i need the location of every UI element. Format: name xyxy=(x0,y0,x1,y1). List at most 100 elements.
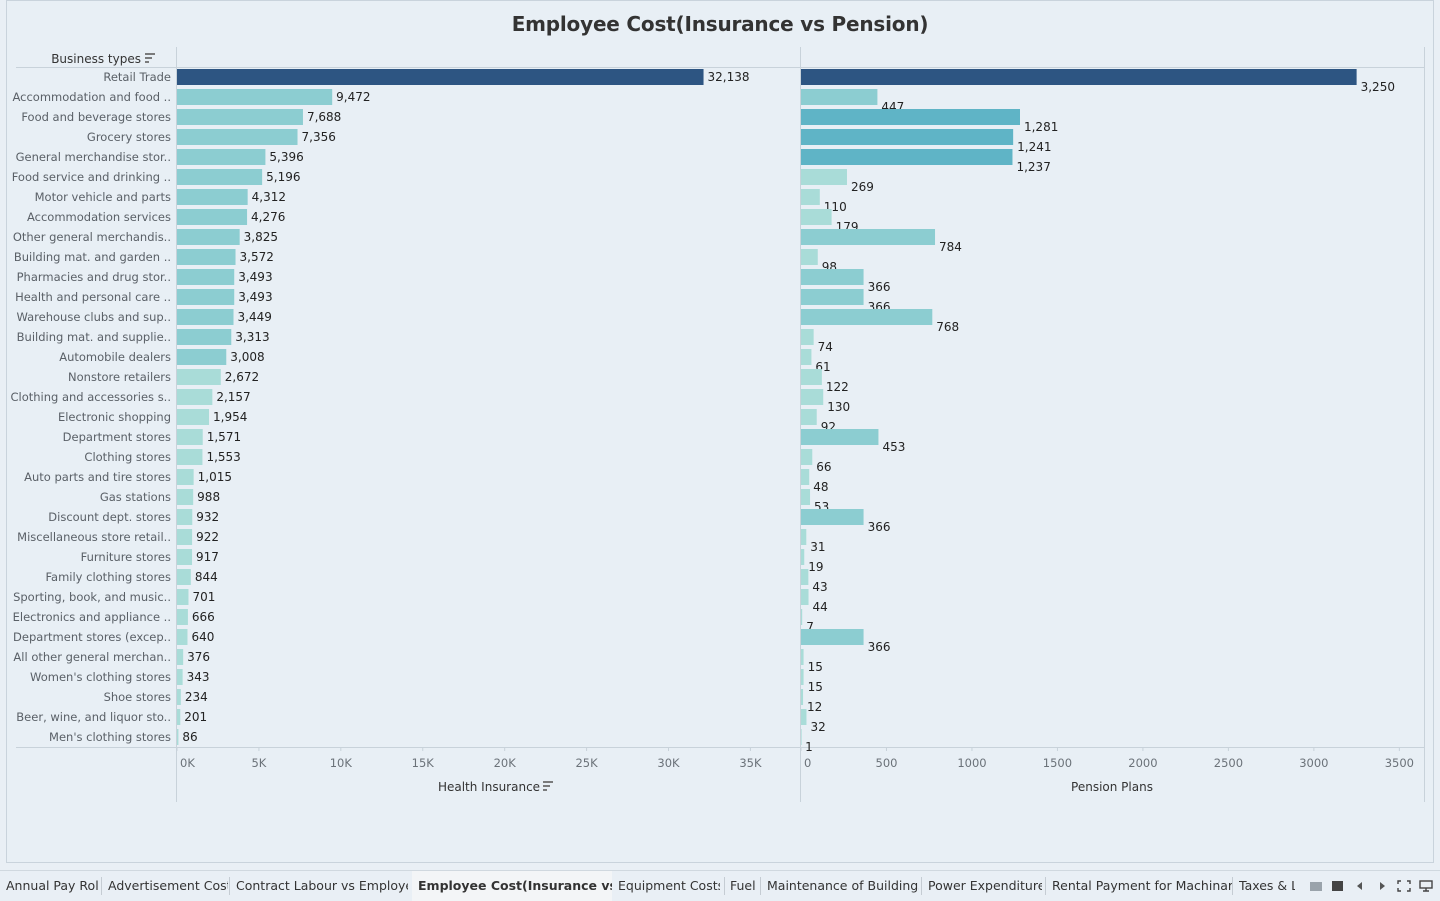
pension-plan-value-label: 122 xyxy=(826,380,849,394)
health-insurance-value-label: 988 xyxy=(197,490,220,504)
category-label: Furniture stores xyxy=(81,550,171,564)
pension-plan-value-label: 453 xyxy=(882,440,905,454)
health-insurance-value-label: 343 xyxy=(187,670,210,684)
tab-rental-payment[interactable]: Rental Payment for Machinary xyxy=(1052,878,1232,893)
health-insurance-bar xyxy=(177,409,210,425)
category-label: Gas stations xyxy=(100,490,171,504)
health-insurance-value-label: 701 xyxy=(192,590,215,604)
tab-equipment-costs[interactable]: Equipment Costs xyxy=(618,878,720,893)
presentation-icon[interactable] xyxy=(1419,880,1433,892)
pension-plan-bar xyxy=(801,169,847,185)
health-insurance-value-label: 1,954 xyxy=(213,410,247,424)
row-header-label: Business types xyxy=(51,52,141,66)
health-insurance-bar xyxy=(177,309,234,325)
tab-contract-labour[interactable]: Contract Labour vs Employee xyxy=(236,878,408,893)
health-insurance-bar xyxy=(177,109,303,125)
tab-annual-pay-roll[interactable]: Annual Pay Roll xyxy=(6,878,98,893)
health-insurance-value-label: 4,312 xyxy=(252,190,286,204)
pension-plan-bar xyxy=(801,409,817,425)
category-label: Accommodation and food .. xyxy=(13,90,172,104)
category-label: Clothing and accessories s.. xyxy=(10,390,171,404)
health-insurance-axis-tick-label: 20K xyxy=(494,756,517,770)
health-insurance-bar xyxy=(177,529,193,545)
health-insurance-bar xyxy=(177,569,191,585)
tab-employee-cost[interactable]: Employee Cost(Insurance vs p... xyxy=(412,871,612,901)
health-insurance-value-label: 3,449 xyxy=(238,310,272,324)
health-insurance-value-label: 3,493 xyxy=(238,290,272,304)
category-label: Pharmacies and drug stor.. xyxy=(17,270,171,284)
health-insurance-bar xyxy=(177,689,181,705)
pension-plan-bar xyxy=(801,109,1020,125)
pension-plan-bar xyxy=(801,689,804,705)
category-label: Family clothing stores xyxy=(45,570,171,584)
health-insurance-bar xyxy=(177,169,263,185)
category-label: Department stores xyxy=(63,430,171,444)
pension-plan-bar xyxy=(801,729,802,745)
pension-plan-bar xyxy=(801,349,812,365)
pension-plan-value-label: 3,250 xyxy=(1361,80,1395,94)
health-insurance-bar xyxy=(177,269,235,285)
pension-plan-value-label: 366 xyxy=(868,520,891,534)
pension-plans-axis-tick-label: 1000 xyxy=(957,756,986,770)
tab-maintenance[interactable]: Maintenance of Buildings xyxy=(767,878,919,893)
health-insurance-value-label: 4,276 xyxy=(251,210,285,224)
health-insurance-value-label: 5,196 xyxy=(266,170,300,184)
prev-sheet-icon[interactable] xyxy=(1355,881,1365,891)
pension-plan-bar xyxy=(801,329,814,345)
pension-plan-value-label: 269 xyxy=(851,180,874,194)
pension-plan-bar xyxy=(801,609,803,625)
pension-plan-bar xyxy=(801,269,864,285)
tab-taxes[interactable]: Taxes & Li xyxy=(1239,878,1295,893)
health-insurance-bar xyxy=(177,669,183,685)
health-insurance-bar xyxy=(177,229,240,245)
next-sheet-icon[interactable] xyxy=(1377,881,1387,891)
health-insurance-bar xyxy=(177,389,213,405)
health-insurance-axis-tick-label: 30K xyxy=(657,756,680,770)
pension-plan-value-label: 74 xyxy=(818,340,833,354)
chart: Business types Retail Trade 32,138 3,250 Acc… xyxy=(10,47,1425,802)
category-label: Electronic shopping xyxy=(58,410,171,424)
health-insurance-axis-tick-label: 0K xyxy=(180,756,195,770)
grid-view-icon[interactable] xyxy=(1309,880,1323,892)
pension-plan-bar xyxy=(801,709,807,725)
health-insurance-value-label: 376 xyxy=(187,650,210,664)
health-insurance-value-label: 201 xyxy=(184,710,207,724)
pension-plan-bar xyxy=(801,209,832,225)
sheet-tab-bar: Annual Pay Roll Advertisement Cost Contr… xyxy=(0,870,1440,901)
health-insurance-bar xyxy=(177,329,232,345)
pension-plans-axis-tick-label: 0 xyxy=(804,756,811,770)
pension-plan-bar xyxy=(801,489,811,505)
tab-power-expenditure[interactable]: Power Expenditure xyxy=(928,878,1042,893)
sort-icon[interactable] xyxy=(145,53,155,63)
pension-plans-axis-title: Pension Plans xyxy=(1071,780,1153,794)
health-insurance-value-label: 9,472 xyxy=(336,90,370,104)
pension-plan-bar xyxy=(801,529,807,545)
health-insurance-bar xyxy=(177,349,227,365)
health-insurance-value-label: 7,356 xyxy=(302,130,336,144)
sort-icon[interactable] xyxy=(543,781,553,791)
category-label: Sporting, book, and music.. xyxy=(13,590,171,604)
health-insurance-bar xyxy=(177,609,188,625)
health-insurance-value-label: 666 xyxy=(192,610,215,624)
health-insurance-value-label: 3,572 xyxy=(240,250,274,264)
category-label: Automobile dealers xyxy=(59,350,171,364)
health-insurance-axis-tick-label: 5K xyxy=(251,756,266,770)
category-label: Electronics and appliance .. xyxy=(13,610,171,624)
health-insurance-bar xyxy=(177,129,298,145)
category-label: Discount dept. stores xyxy=(48,510,171,524)
pension-plan-value-label: 768 xyxy=(936,320,959,334)
pension-plan-value-label: 366 xyxy=(868,640,891,654)
pension-plan-bar xyxy=(801,549,805,565)
health-insurance-value-label: 5,396 xyxy=(269,150,303,164)
pension-plan-bar xyxy=(801,69,1357,85)
fullscreen-icon[interactable] xyxy=(1397,880,1411,892)
pension-plan-bar xyxy=(801,369,822,385)
health-insurance-axis-tick-label: 35K xyxy=(739,756,762,770)
tab-fuel[interactable]: Fuel xyxy=(730,878,756,893)
single-sheet-icon[interactable] xyxy=(1331,880,1345,892)
category-label: Grocery stores xyxy=(87,130,171,144)
tab-advertisement-cost[interactable]: Advertisement Cost xyxy=(108,878,228,893)
health-insurance-value-label: 2,157 xyxy=(216,390,250,404)
pension-plan-value-label: 31 xyxy=(810,540,825,554)
health-insurance-value-label: 1,571 xyxy=(207,430,241,444)
